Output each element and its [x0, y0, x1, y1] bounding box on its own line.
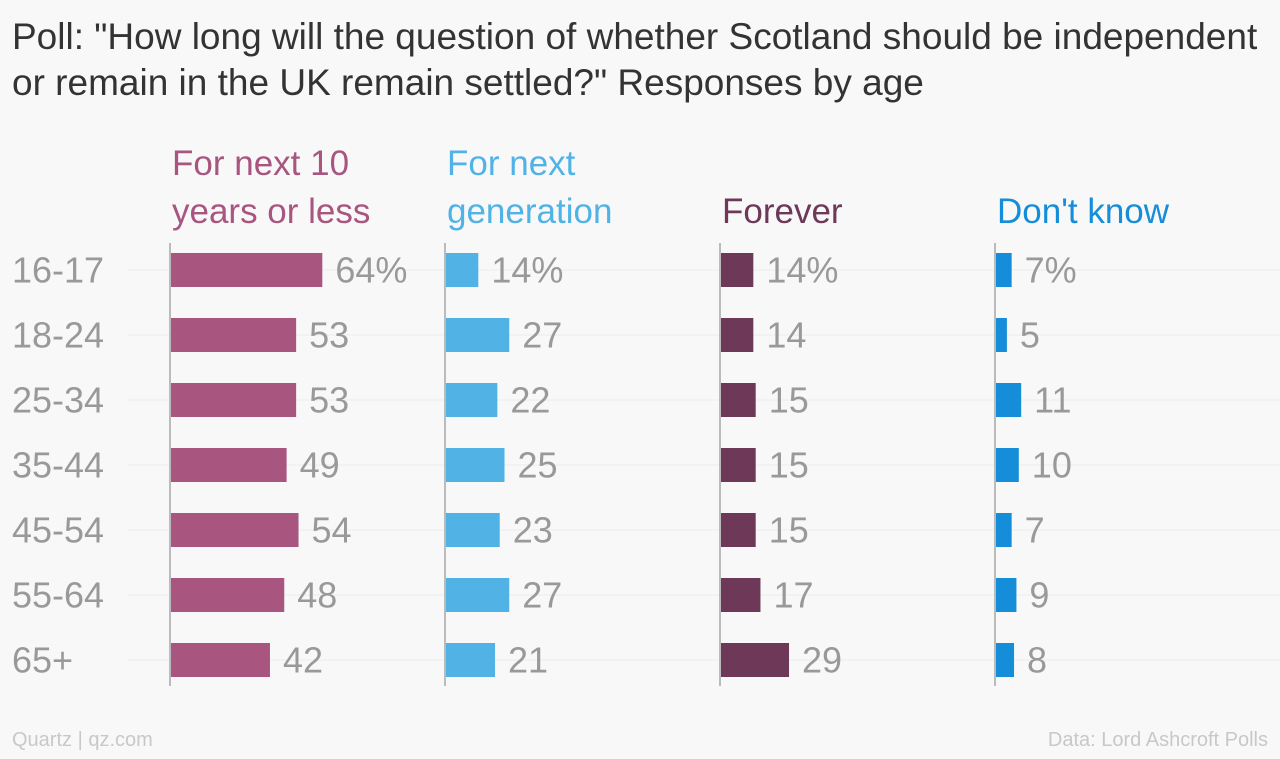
category-label-1: 18-24 — [12, 315, 104, 356]
bar-series-3-row-3 — [995, 448, 1019, 482]
value-label-series-2-row-3: 15 — [769, 445, 809, 486]
value-label-series-3-row-6: 8 — [1027, 640, 1047, 681]
bar-series-2-row-5 — [720, 578, 761, 612]
value-label-series-0-row-1: 53 — [309, 315, 349, 356]
value-label-series-1-row-4: 23 — [513, 510, 553, 551]
value-label-series-3-row-0: 7% — [1025, 250, 1077, 291]
bar-series-1-row-4 — [445, 513, 500, 547]
value-label-series-1-row-0: 14% — [491, 250, 563, 291]
value-label-series-1-row-1: 27 — [522, 315, 562, 356]
value-label-series-3-row-2: 11 — [1034, 380, 1071, 421]
bar-series-1-row-2 — [445, 383, 498, 417]
category-label-4: 45-54 — [12, 510, 104, 551]
bar-series-3-row-4 — [995, 513, 1012, 547]
value-label-series-2-row-4: 15 — [769, 510, 809, 551]
value-label-series-1-row-3: 25 — [518, 445, 558, 486]
value-label-series-0-row-3: 49 — [300, 445, 340, 486]
value-label-series-2-row-5: 17 — [773, 575, 813, 616]
value-label-series-1-row-6: 21 — [508, 640, 548, 681]
bar-series-1-row-0 — [445, 253, 479, 287]
bar-series-3-row-5 — [995, 578, 1017, 612]
series-header-0-line-1: years or less — [172, 192, 370, 231]
bar-series-2-row-4 — [720, 513, 756, 547]
value-label-series-3-row-3: 10 — [1032, 445, 1072, 486]
value-label-series-3-row-4: 7 — [1025, 510, 1045, 551]
category-label-6: 65+ — [12, 640, 73, 681]
value-label-series-1-row-5: 27 — [522, 575, 562, 616]
value-label-series-0-row-4: 54 — [312, 510, 352, 551]
bar-series-3-row-0 — [995, 253, 1012, 287]
bar-series-0-row-5 — [170, 578, 285, 612]
value-label-series-0-row-5: 48 — [297, 575, 337, 616]
bar-series-3-row-2 — [995, 383, 1022, 417]
footer-credit: Quartz | qz.com — [12, 729, 153, 751]
bar-series-2-row-1 — [720, 318, 754, 352]
value-label-series-2-row-6: 29 — [802, 640, 842, 681]
bar-series-1-row-6 — [445, 643, 495, 677]
value-label-series-0-row-2: 53 — [309, 380, 349, 421]
bar-series-2-row-0 — [720, 253, 754, 287]
bar-series-3-row-6 — [995, 643, 1015, 677]
category-label-2: 25-34 — [12, 380, 104, 421]
bar-series-2-row-3 — [720, 448, 756, 482]
bar-series-2-row-6 — [720, 643, 790, 677]
category-label-0: 16-17 — [12, 250, 104, 291]
value-label-series-2-row-1: 14 — [766, 315, 806, 356]
value-label-series-3-row-5: 9 — [1029, 575, 1049, 616]
series-header-0-line-0: For next 10 — [172, 144, 349, 183]
series-header-1-line-0: For next — [447, 144, 576, 183]
value-label-series-0-row-0: 64% — [335, 250, 407, 291]
bar-series-1-row-3 — [445, 448, 505, 482]
bar-series-3-row-1 — [995, 318, 1007, 352]
series-header-2-line-0: Forever — [722, 192, 843, 231]
series-header-3-line-0: Don't know — [997, 192, 1170, 231]
footer-source: Data: Lord Ashcroft Polls — [1047, 729, 1268, 751]
category-label-5: 55-64 — [12, 575, 104, 616]
value-label-series-1-row-2: 22 — [510, 380, 550, 421]
value-label-series-2-row-0: 14% — [766, 250, 838, 291]
bar-series-0-row-0 — [170, 253, 323, 287]
bar-series-0-row-4 — [170, 513, 299, 547]
value-label-series-3-row-1: 5 — [1020, 315, 1040, 356]
series-header-1-line-1: generation — [447, 192, 612, 231]
value-label-series-0-row-6: 42 — [283, 640, 323, 681]
value-label-series-2-row-2: 15 — [769, 380, 809, 421]
bar-series-2-row-2 — [720, 383, 756, 417]
bar-series-1-row-5 — [445, 578, 510, 612]
chart-title: Poll: "How long will the question of whe… — [12, 16, 1258, 103]
bar-series-0-row-1 — [170, 318, 297, 352]
bar-series-0-row-2 — [170, 383, 297, 417]
bar-series-1-row-1 — [445, 318, 510, 352]
category-label-3: 35-44 — [12, 445, 104, 486]
bar-series-0-row-6 — [170, 643, 270, 677]
bar-series-0-row-3 — [170, 448, 287, 482]
